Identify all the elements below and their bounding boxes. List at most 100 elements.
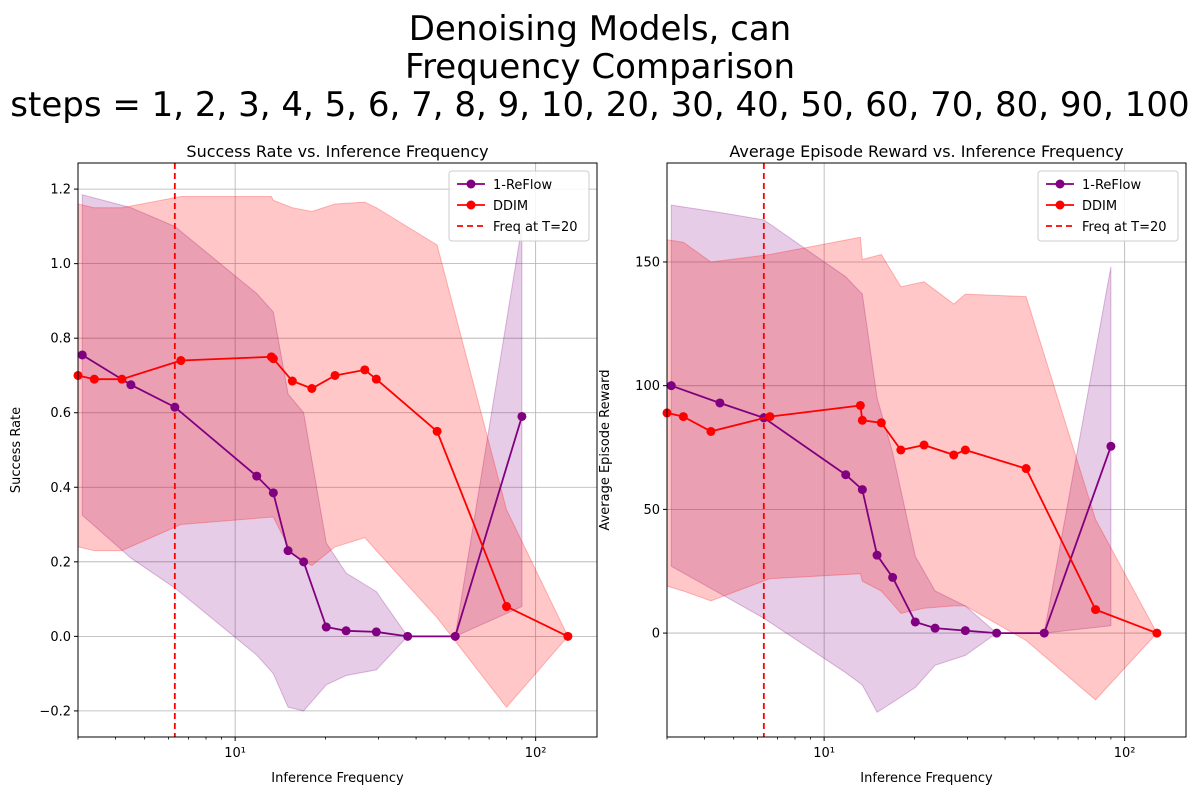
1-reflow-point	[960, 626, 970, 636]
y-tick-label: 1.0	[50, 257, 71, 272]
ddim-point	[117, 374, 127, 384]
legend-marker-ddim	[466, 200, 476, 210]
y-tick-label: 1.2	[50, 183, 71, 198]
ddim-point	[268, 354, 278, 364]
1-reflow-point	[841, 470, 851, 480]
y-axis-label: Success Rate	[9, 407, 24, 493]
1-reflow-band	[81, 194, 523, 712]
plot-frame	[77, 162, 598, 738]
1-reflow-point	[371, 627, 381, 637]
1-reflow-point	[341, 626, 351, 636]
1-reflow-point	[283, 546, 293, 556]
plot-frame	[666, 162, 1187, 738]
legend-marker-1-reflow	[466, 179, 476, 189]
legend-label-ddim: DDIM	[1082, 199, 1117, 214]
1-reflow-point	[403, 631, 413, 641]
legend: 1-ReFlow DDIM Freq at T=20	[448, 170, 590, 242]
figure-title: Denoising Models, can Frequency Comparis…	[0, 10, 1200, 124]
chart-1: −0.2 0.0 0.2 0.4 0.6 0.8 1.0 1.2 10¹ 10² Success R…	[9, 142, 598, 786]
1-reflow-point	[666, 381, 676, 391]
ddim-point	[502, 602, 512, 612]
legend-box	[448, 170, 590, 242]
ddim-band	[77, 196, 569, 708]
legend: 1-ReFlow DDIM Freq at T=20	[1037, 170, 1179, 242]
ddim-point	[896, 445, 906, 455]
legend-marker-ddim	[1055, 200, 1065, 210]
y-tick-label: 0.0	[50, 630, 71, 645]
ddim-point	[919, 440, 929, 450]
y-axis-label: Average Episode Reward	[598, 369, 613, 530]
figure-title-line-3: steps = 1, 2, 3, 4, 5, 6, 7, 8, 9, 10, 2…	[10, 85, 1190, 125]
ddim-point	[287, 376, 297, 386]
1-reflow-point	[321, 622, 331, 632]
chart-2: 0 50 100 150 10¹ 10² Average Episode Reward vs…	[598, 142, 1187, 786]
1-reflow-band	[670, 204, 1112, 714]
ddim-point	[678, 412, 688, 422]
ddim-point	[563, 631, 573, 641]
x-tick-label: 10²	[525, 746, 547, 761]
y-tick-label: −0.2	[39, 704, 71, 719]
x-tick-label: 10¹	[224, 746, 246, 761]
1-reflow-point	[872, 550, 882, 560]
x-axis-label: Inference Frequency	[860, 771, 993, 786]
x-tick-label: 10²	[1114, 746, 1136, 761]
1-reflow-point	[992, 628, 1002, 638]
y-tick-label: 0	[652, 627, 660, 642]
y-tick-label: 0.6	[50, 406, 71, 421]
ddim-point	[176, 356, 186, 366]
x-tick-label: 10¹	[813, 746, 835, 761]
legend-label-1-reflow: 1-ReFlow	[1082, 178, 1141, 193]
1-reflow-point	[930, 623, 940, 633]
1-reflow-point	[450, 631, 460, 641]
ddim-point	[949, 450, 959, 460]
ddim-point	[1091, 605, 1101, 615]
1-reflow-point	[715, 398, 725, 408]
ddim-point	[765, 412, 775, 422]
x-axis-label: Inference Frequency	[271, 771, 404, 786]
ddim-line	[77, 355, 569, 638]
ddim-point	[307, 384, 317, 393]
ddim-point	[1021, 464, 1031, 474]
1-reflow-point	[1039, 628, 1049, 638]
1-reflow-point	[252, 471, 262, 481]
y-tick-label: 150	[635, 255, 660, 270]
ddim-point	[330, 370, 340, 380]
ddim-point	[876, 418, 886, 428]
legend-box	[1037, 170, 1179, 242]
figure-title-line-1: Denoising Models, can	[408, 9, 792, 49]
axes-title: Success Rate vs. Inference Frequency	[186, 142, 488, 161]
y-tick-label: 50	[643, 503, 660, 518]
ddim-point	[1152, 628, 1162, 638]
1-reflow-point	[910, 617, 920, 627]
axes-title: Average Episode Reward vs. Inference Fre…	[729, 142, 1123, 161]
1-reflow-point	[170, 402, 180, 412]
ddim-point	[706, 426, 716, 436]
figure-title-line-2: Frequency Comparison	[404, 47, 796, 87]
ddim-point	[360, 365, 370, 375]
ddim-line	[666, 404, 1158, 634]
1-reflow-point	[126, 380, 136, 390]
ddim-point	[432, 426, 442, 436]
ddim-point	[371, 374, 381, 384]
legend-label-ddim: DDIM	[493, 199, 528, 214]
legend-label-freq-at-t-20: Freq at T=20	[1082, 220, 1167, 235]
legend-label-1-reflow: 1-ReFlow	[493, 178, 552, 193]
1-reflow-point	[517, 411, 527, 421]
ddim-point	[89, 374, 99, 384]
1-reflow-point	[888, 572, 898, 582]
1-reflow-point	[77, 350, 87, 360]
1-reflow-point	[268, 488, 278, 498]
y-tick-label: 100	[635, 379, 660, 394]
1-reflow-point	[1106, 441, 1116, 451]
ddim-point	[960, 445, 970, 455]
ddim-point	[855, 400, 865, 410]
1-reflow-point	[857, 485, 867, 495]
legend-marker-1-reflow	[1055, 179, 1065, 189]
1-reflow-point	[299, 557, 309, 567]
legend-label-freq-at-t-20: Freq at T=20	[493, 220, 578, 235]
y-tick-label: 0.8	[50, 332, 71, 347]
ddim-band	[666, 236, 1158, 701]
ddim-point	[857, 415, 867, 425]
y-tick-label: 0.2	[50, 555, 71, 570]
